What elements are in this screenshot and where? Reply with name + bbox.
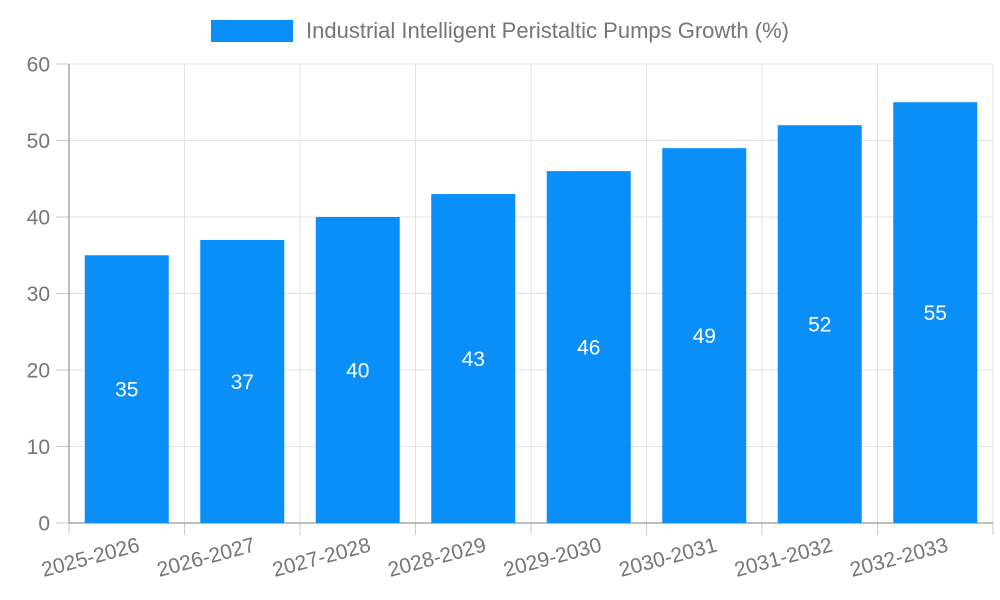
y-tick-label: 20 [27, 360, 50, 383]
x-tick-label: 2032-2033 [848, 534, 951, 582]
y-tick-label: 0 [38, 513, 50, 536]
x-tick-label: 2028-2029 [386, 534, 489, 582]
bar-2032-2033 [893, 102, 978, 523]
bar-2025-2026 [84, 255, 169, 523]
bar-value-label: 43 [462, 348, 485, 371]
x-tick-label: 2031-2032 [732, 534, 835, 582]
x-tick-label: 2029-2030 [501, 534, 604, 582]
bar-value-label: 55 [924, 302, 947, 325]
bar-2026-2027 [200, 239, 285, 523]
x-tick-label: 2027-2028 [270, 534, 373, 582]
bar-2028-2029 [431, 194, 516, 524]
bar-2027-2028 [315, 217, 400, 523]
bar-value-label: 49 [693, 325, 716, 348]
legend-color-swatch [211, 20, 294, 42]
bar-value-label: 46 [577, 337, 600, 360]
bar-2031-2032 [777, 125, 862, 523]
bar-2030-2031 [662, 148, 747, 523]
y-tick-label: 30 [27, 283, 50, 306]
bar-value-label: 40 [346, 360, 369, 383]
legend-series-label: Industrial Intelligent Peristaltic Pumps… [306, 18, 789, 43]
bar-2029-2030 [546, 171, 631, 523]
bar-value-label: 52 [808, 314, 831, 337]
y-tick-label: 10 [27, 436, 50, 459]
bar-value-label: 35 [115, 379, 138, 402]
bar-value-label: 37 [231, 371, 254, 394]
y-tick-label: 50 [27, 130, 50, 153]
chart-legend[interactable]: Industrial Intelligent Peristaltic Pumps… [0, 18, 1000, 44]
x-tick-label: 2030-2031 [617, 534, 720, 582]
y-tick-label: 60 [27, 54, 50, 77]
x-tick-label: 2026-2027 [155, 534, 258, 582]
y-tick-label: 40 [27, 207, 50, 230]
x-tick-label: 2025-2026 [39, 534, 142, 582]
